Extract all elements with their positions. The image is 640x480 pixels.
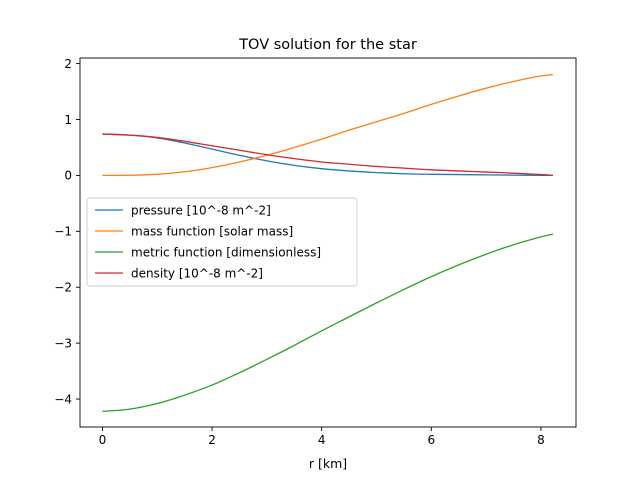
- x-tick-label: 6: [427, 433, 435, 447]
- legend-entry: mass function [solar mass]: [131, 224, 293, 238]
- y-tick-label: −2: [54, 281, 72, 295]
- x-tick-label: 4: [318, 433, 326, 447]
- axis-ticks: 0 2 4 6 8 −4 −3 −2 −1 0 1 2: [54, 57, 544, 447]
- series-line-mass: [102, 74, 554, 177]
- y-tick-label: −4: [54, 392, 72, 406]
- series-line-pressure: [102, 133, 553, 177]
- y-tick-label: −3: [54, 336, 72, 350]
- chart-title: TOV solution for the star: [238, 37, 417, 53]
- x-axis-label: r [km]: [309, 456, 347, 471]
- y-tick-label: 1: [64, 113, 72, 127]
- y-tick-label: 0: [64, 169, 72, 183]
- legend-box: [86, 197, 358, 287]
- legend-entry: density [10^-8 m^-2]: [131, 266, 263, 280]
- legend-entry: metric function [dimensionless]: [131, 245, 321, 259]
- series-line-density: [102, 133, 554, 177]
- series-lines: [102, 74, 554, 412]
- series-line-metric: [102, 233, 554, 412]
- y-tick-label: 2: [64, 57, 72, 71]
- legend-entry: pressure [10^-8 m^-2]: [131, 203, 271, 217]
- y-tick-label: −1: [54, 225, 72, 239]
- x-tick-label: 2: [208, 433, 216, 447]
- plot-frame: [79, 57, 577, 428]
- x-tick-label: 8: [537, 433, 545, 447]
- legend: pressure [10^-8 m^-2] mass function [sola…: [86, 197, 358, 287]
- x-tick-label: 0: [99, 433, 107, 447]
